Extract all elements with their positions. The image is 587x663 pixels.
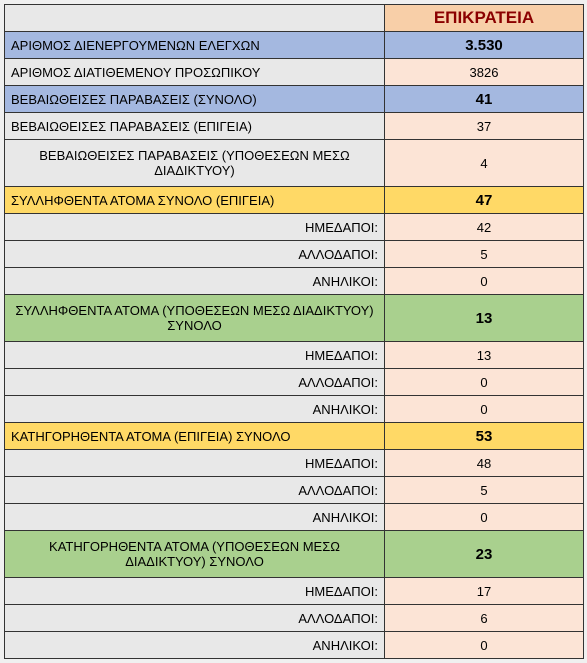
table-row: ΚΑΤΗΓΟΡΗΘΕΝΤΑ ΑΤΟΜΑ (ΕΠΙΓΕΙΑ) ΣΥΝΟΛΟ53 [5,423,584,450]
row-value: 47 [385,187,584,214]
row-value: 0 [385,268,584,295]
row-label: ΑΡΙΘΜΟΣ ΔΙΕΝΕΡΓΟΥΜΕΝΩΝ ΕΛΕΓΧΩΝ [5,32,385,59]
row-value: 42 [385,214,584,241]
table-row: ΑΡΙΘΜΟΣ ΔΙΑΤΙΘΕΜΕΝΟΥ ΠΡΟΣΩΠΙΚΟΥ3826 [5,59,584,86]
row-value: 5 [385,241,584,268]
row-label: ΚΑΤΗΓΟΡΗΘΕΝΤΑ ΑΤΟΜΑ (ΕΠΙΓΕΙΑ) ΣΥΝΟΛΟ [5,423,385,450]
row-value: 0 [385,632,584,659]
table-row: ΑΝΗΛΙΚΟΙ:0 [5,504,584,531]
data-table: ΕΠΙΚΡΑΤΕΙΑ ΑΡΙΘΜΟΣ ΔΙΕΝΕΡΓΟΥΜΕΝΩΝ ΕΛΕΓΧΩ… [4,4,584,659]
row-value: 0 [385,504,584,531]
row-label: ΒΕΒΑΙΩΘΕΙΣΕΣ ΠΑΡΑΒΑΣΕΙΣ (ΣΥΝΟΛΟ) [5,86,385,113]
row-label: ΗΜΕΔΑΠΟΙ: [5,450,385,477]
row-label: ΗΜΕΔΑΠΟΙ: [5,342,385,369]
table-row: ΑΛΛΟΔΑΠΟΙ:0 [5,369,584,396]
row-label: ΑΛΛΟΔΑΠΟΙ: [5,369,385,396]
table-row: ΑΝΗΛΙΚΟΙ:0 [5,632,584,659]
row-label: ΑΝΗΛΙΚΟΙ: [5,504,385,531]
row-label: ΑΡΙΘΜΟΣ ΔΙΑΤΙΘΕΜΕΝΟΥ ΠΡΟΣΩΠΙΚΟΥ [5,59,385,86]
row-value: 23 [385,531,584,578]
row-label: ΣΥΛΛΗΦΘΕΝΤΑ ΑΤΟΜΑ ΣΥΝΟΛΟ (ΕΠΙΓΕΙΑ) [5,187,385,214]
table-row: ΑΝΗΛΙΚΟΙ:0 [5,268,584,295]
header-row: ΕΠΙΚΡΑΤΕΙΑ [5,5,584,32]
header-title-cell: ΕΠΙΚΡΑΤΕΙΑ [385,5,584,32]
table-row: ΑΛΛΟΔΑΠΟΙ:5 [5,241,584,268]
table-row: ΒΕΒΑΙΩΘΕΙΣΕΣ ΠΑΡΑΒΑΣΕΙΣ (ΣΥΝΟΛΟ)41 [5,86,584,113]
table-row: ΣΥΛΛΗΦΘΕΝΤΑ ΑΤΟΜΑ ΣΥΝΟΛΟ (ΕΠΙΓΕΙΑ)47 [5,187,584,214]
row-value: 53 [385,423,584,450]
table-row: ΗΜΕΔΑΠΟΙ:13 [5,342,584,369]
table-row: ΑΡΙΘΜΟΣ ΔΙΕΝΕΡΓΟΥΜΕΝΩΝ ΕΛΕΓΧΩΝ3.530 [5,32,584,59]
row-value: 0 [385,369,584,396]
table-row: ΚΑΤΗΓΟΡΗΘΕΝΤΑ ΑΤΟΜΑ (ΥΠΟΘΕΣΕΩΝ ΜΕΣΩ ΔΙΑΔ… [5,531,584,578]
row-value: 37 [385,113,584,140]
row-label: ΑΛΛΟΔΑΠΟΙ: [5,241,385,268]
row-value: 0 [385,396,584,423]
table-row: ΑΛΛΟΔΑΠΟΙ:5 [5,477,584,504]
row-value: 17 [385,578,584,605]
row-value: 5 [385,477,584,504]
row-label: ΑΛΛΟΔΑΠΟΙ: [5,605,385,632]
row-value: 3.530 [385,32,584,59]
row-value: 41 [385,86,584,113]
header-empty-cell [5,5,385,32]
table-row: ΑΛΛΟΔΑΠΟΙ:6 [5,605,584,632]
row-label: ΒΕΒΑΙΩΘΕΙΣΕΣ ΠΑΡΑΒΑΣΕΙΣ (ΕΠΙΓΕΙΑ) [5,113,385,140]
table-row: ΣΥΛΛΗΦΘΕΝΤΑ ΑΤΟΜΑ (ΥΠΟΘΕΣΕΩΝ ΜΕΣΩ ΔΙΑΔΙΚ… [5,295,584,342]
row-label: ΣΥΛΛΗΦΘΕΝΤΑ ΑΤΟΜΑ (ΥΠΟΘΕΣΕΩΝ ΜΕΣΩ ΔΙΑΔΙΚ… [5,295,385,342]
table-row: ΗΜΕΔΑΠΟΙ:48 [5,450,584,477]
table-row: ΒΕΒΑΙΩΘΕΙΣΕΣ ΠΑΡΑΒΑΣΕΙΣ (ΕΠΙΓΕΙΑ)37 [5,113,584,140]
row-value: 6 [385,605,584,632]
row-value: 13 [385,342,584,369]
row-label: ΑΛΛΟΔΑΠΟΙ: [5,477,385,504]
table-row: ΗΜΕΔΑΠΟΙ:17 [5,578,584,605]
row-label: ΚΑΤΗΓΟΡΗΘΕΝΤΑ ΑΤΟΜΑ (ΥΠΟΘΕΣΕΩΝ ΜΕΣΩ ΔΙΑΔ… [5,531,385,578]
table-row: ΒΕΒΑΙΩΘΕΙΣΕΣ ΠΑΡΑΒΑΣΕΙΣ (ΥΠΟΘΕΣΕΩΝ ΜΕΣΩ … [5,140,584,187]
row-label: ΒΕΒΑΙΩΘΕΙΣΕΣ ΠΑΡΑΒΑΣΕΙΣ (ΥΠΟΘΕΣΕΩΝ ΜΕΣΩ … [5,140,385,187]
row-value: 4 [385,140,584,187]
row-value: 3826 [385,59,584,86]
row-value: 48 [385,450,584,477]
table-row: ΗΜΕΔΑΠΟΙ:42 [5,214,584,241]
row-label: ΗΜΕΔΑΠΟΙ: [5,214,385,241]
row-value: 13 [385,295,584,342]
row-label: ΑΝΗΛΙΚΟΙ: [5,396,385,423]
row-label: ΑΝΗΛΙΚΟΙ: [5,268,385,295]
table-row: ΑΝΗΛΙΚΟΙ:0 [5,396,584,423]
row-label: ΗΜΕΔΑΠΟΙ: [5,578,385,605]
row-label: ΑΝΗΛΙΚΟΙ: [5,632,385,659]
